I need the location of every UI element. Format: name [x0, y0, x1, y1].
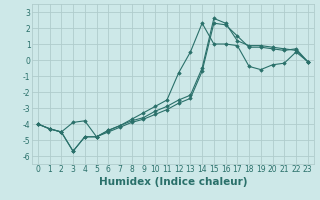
X-axis label: Humidex (Indice chaleur): Humidex (Indice chaleur) — [99, 177, 247, 187]
